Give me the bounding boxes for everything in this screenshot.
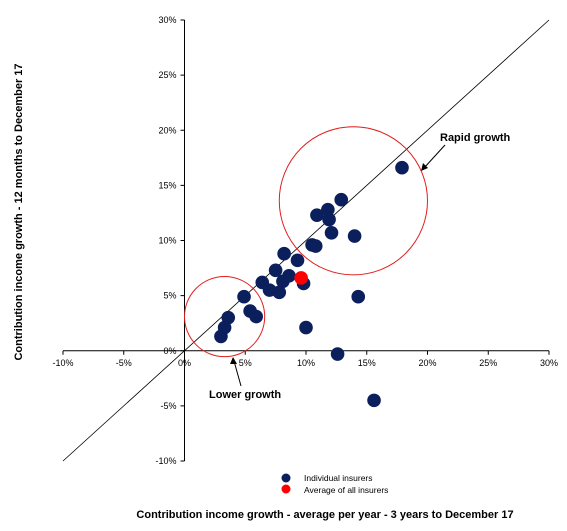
y-tick-label: 20% (158, 125, 176, 135)
x-tick-label: 10% (297, 358, 315, 368)
data-points-layer (214, 160, 409, 408)
tick-labels-layer: -10% -5% 0% 5% 10% 15% 20% 25% 30% -10% -5% 0% 5% 10%… (52, 15, 558, 466)
data-point-individual-insurer (299, 320, 313, 335)
data-point-individual-insurer (347, 229, 362, 243)
rapid-growth-label: Rapid growth (440, 132, 511, 144)
data-point-individual-insurer (324, 225, 339, 240)
data-point-individual-insurer (282, 268, 296, 283)
x-tick-label: 15% (358, 358, 376, 368)
y-tick-label: -10% (155, 456, 176, 466)
y-tick-label: 10% (158, 236, 176, 246)
rapid-growth-circle (278, 126, 429, 276)
lower-growth-arrowhead (230, 357, 237, 364)
lower-growth-label: Lower growth (209, 389, 281, 401)
reference-line (62, 19, 550, 462)
x-tick-label: -10% (52, 358, 73, 368)
lower-growth-circle (184, 275, 266, 358)
y-tick-label: 15% (158, 180, 176, 190)
data-point-individual-insurer (367, 393, 381, 408)
x-tick-label: 20% (418, 358, 436, 368)
data-point-individual-insurer (249, 309, 263, 324)
data-point-individual-insurer (237, 289, 251, 304)
x-tick-label: 0% (178, 358, 191, 368)
y-tick-label: 0% (163, 346, 176, 356)
y-tick-label: 30% (158, 15, 176, 25)
data-point-individual-insurer (395, 160, 409, 175)
legend: Individual insurers Average of all insur… (281, 473, 388, 495)
y-tick-label: 5% (163, 291, 176, 301)
data-point-individual-insurer (221, 310, 236, 325)
data-point-individual-insurer (268, 263, 283, 278)
rapid-growth-arrow-line (423, 144, 446, 169)
reference-line-layer (62, 19, 550, 462)
legend-marker-average (281, 484, 291, 494)
data-point-individual-insurer (321, 202, 335, 217)
x-axis-title: Contribution income growth - average per… (136, 509, 513, 521)
x-tick-label: -5% (116, 358, 132, 368)
y-tick-label: -5% (160, 401, 176, 411)
x-tick-label: 5% (239, 358, 252, 368)
x-tick-label: 25% (479, 358, 497, 368)
y-tick-label: 25% (158, 70, 176, 80)
data-point-individual-insurer (290, 253, 305, 268)
data-point-individual-insurer (277, 246, 291, 261)
annotation-circles-layer (184, 126, 429, 358)
data-point-individual-insurer (330, 347, 345, 361)
rapid-growth-arrowhead (421, 163, 428, 171)
data-point-individual-insurer (272, 285, 287, 300)
legend-label-average: Average of all insurers (304, 485, 388, 495)
data-point-individual-insurer (351, 289, 366, 304)
legend-label-individual: Individual insurers (304, 473, 373, 483)
data-point-individual-insurer (322, 212, 336, 227)
lower-growth-arrow-line (233, 360, 242, 387)
data-point-individual-insurer (334, 192, 349, 207)
y-axis-title: Contribution income growth - 12 months t… (13, 63, 25, 360)
data-point-individual-insurer (308, 239, 323, 253)
legend-marker-individual (281, 473, 291, 483)
data-point-individual-insurer (310, 208, 324, 222)
data-point-average (294, 271, 308, 285)
x-tick-label: 30% (540, 358, 558, 368)
